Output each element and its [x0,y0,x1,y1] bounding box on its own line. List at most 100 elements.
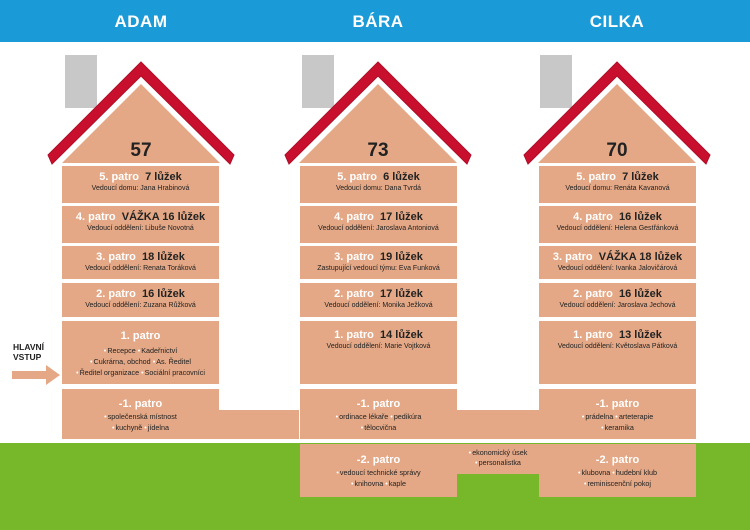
roof-adam [47,55,235,165]
building-name-cilka: CILKA [589,12,645,31]
bara-floor-2: 2. patro 17 lůžek Vedoucí oddělení: Moni… [300,283,457,317]
facility-item: hudební klub [612,468,657,477]
bara-floor-minus-1: -1. patro ordinace lékařepedikúra tělocv… [300,389,457,439]
floor-manager: Vedoucí oddělení: Jaroslava Antoniová [318,225,439,232]
facility-item: Ředitel organizace [76,368,139,377]
floor-beds: 16 lůžek [142,288,185,300]
floor-label: 1. patro [573,329,613,341]
floor-label: 2. patro [334,288,374,300]
facility-item: ordinace lékaře [336,412,389,421]
facility-item: knihovna [351,479,383,488]
cilka-floor-2: 2. patro 16 lůžek Vedoucí oddělení: Jaro… [539,283,696,317]
roofs [47,55,711,165]
floor-manager: Vedoucí oddělení: Libuše Novotná [87,225,194,232]
bara-floor-1: 1. patro 14 lůžek Vedoucí oddělení: Mari… [300,321,457,384]
cilka-floor-4: 4. patro 16 lůžek Vedoucí oddělení: Hele… [539,206,696,243]
entrance-arrow-icon [12,365,60,385]
floor-label: 4. patro [75,211,116,223]
facility-item: ekonomický úsek [469,448,528,457]
floor-beds: 18 lůžek [142,251,185,263]
floor-beds: 13 lůžek [619,329,662,341]
floor-manager: Vedoucí domu: Jana Hrabinová [91,185,190,192]
floor-label: -1. patro [118,398,163,410]
floor-beds: 17 lůžek [380,211,423,223]
floor-manager: Vedoucí domu: Dana Tvrdá [335,185,422,192]
floor-beds: 6 lůžek [383,171,420,183]
adam-floor-2: 2. patro 16 lůžek Vedoucí oddělení: Zuza… [62,283,219,317]
facility-item: prádelna [582,412,614,421]
facility-list: klubovnahudební klub reminiscenční pokoj [539,467,696,489]
connector-adam-bara [219,410,299,439]
adam-floor-3: 3. patro 18 lůžek Vedoucí oddělení: Rena… [62,246,219,279]
floor-manager: Vedoucí oddělení: Renata Toráková [85,265,196,272]
facility-item: As. Ředitel [153,357,191,366]
facility-item: keramika [601,423,634,432]
facility-item: personalistka [475,458,521,467]
bara-floor-5: 5. patro 6 lůžek Vedoucí domu: Dana Tvrd… [300,166,457,203]
floor-beds: 7 lůžek [145,171,182,183]
bara-floor-4: 4. patro 17 lůžek Vedoucí oddělení: Jaro… [300,206,457,243]
chimney-bara [302,55,334,108]
roof-bara [284,55,472,165]
floor-label: 5. patro [576,171,616,183]
facility-item: reminiscenční pokoj [584,479,651,488]
floor-beds: VÁŽKA 16 lůžek [121,211,206,223]
chimney-cilka [540,55,572,108]
floor-label: 1. patro [334,329,374,341]
total-beds-bara: 73 [367,140,389,161]
cilka-floor-3: 3. patro VÁŽKA 18 lůžek Vedoucí oddělení… [539,246,696,279]
facility-item: jídelna [144,423,169,432]
main-entrance-label: HLAVNÍ VSTUP [13,342,44,362]
facility-list: vedoucí technické správy knihovnakaple [300,467,457,489]
floor-manager: Vedoucí oddělení: Zuzana Růžková [85,302,196,309]
floor-label: -2. patro [356,454,401,466]
adam-floor-minus-1: -1. patro společenská místnost kuchynějí… [62,389,219,439]
facility-item: klubovna [578,468,610,477]
cilka-floor-5: 5. patro 7 lůžek Vedoucí domu: Renáta Ka… [539,166,696,203]
cilka-floor-minus-2: -2. patro klubovnahudební klub reminisce… [539,444,696,497]
cilka-floor-minus-1: -1. patro prádelnaarteterapie keramika [539,389,696,439]
floor-manager: Vedoucí oddělení: Marie Vojtková [326,343,431,350]
entrance-line-1: HLAVNÍ [13,342,45,352]
floor-beds: 16 lůžek [619,288,662,300]
floor-label: 4. patro [334,211,374,223]
floor-label: -1. patro [356,398,401,410]
floor-label: 1. patro [120,330,161,342]
floor-manager: Vedoucí oddělení: Jaroslava Jechová [559,302,676,309]
floor-manager: Vedoucí domu: Renáta Kavanová [565,185,670,192]
facility-item: kaple [385,479,406,488]
facility-item: společenská místnost [104,412,177,421]
facility-list: společenská místnost kuchynějídelna [62,411,219,433]
floor-beds: 7 lůžek [622,171,659,183]
floor-label: 5. patro [337,171,377,183]
floor-label: 5. patro [99,171,139,183]
floor-beds: 16 lůžek [619,211,662,223]
floor-label: 2. patro [573,288,613,300]
facility-item: vedoucí technické správy [336,468,420,477]
floor-beds: 17 lůžek [380,288,423,300]
floor-manager: Vedoucí oddělení: Ivanka Jalovičárová [557,265,678,272]
chimney-adam [65,55,97,108]
floor-label: 3. patro [552,251,593,263]
entrance-line-2: VSTUP [13,352,42,362]
facility-list: RecepceKadeřnictví Cukrárna, obchodAs. Ř… [62,345,219,378]
floor-label: 3. patro [96,251,136,263]
floor-manager: Vedoucí oddělení: Monika Ježková [324,302,433,309]
facility-item: Recepce [104,346,136,355]
facility-list: ekonomický úsek personalistka [457,448,539,468]
facility-item: tělocvična [361,423,397,432]
adam-floor-1: 1. patro RecepceKadeřnictví Cukrárna, ob… [62,321,219,384]
facility-item: Kadeřnictví [138,346,178,355]
adam-floor-4: 4. patro VÁŽKA 16 lůžek Vedoucí oddělení… [62,206,219,243]
floor-beds: VÁŽKA 18 lůžek [598,251,683,263]
connector-bara-cilka [457,410,539,439]
floor-beds: 14 lůžek [380,329,423,341]
admin-link-box: ekonomický úsek personalistka [457,444,539,474]
facility-list: prádelnaarteterapie keramika [539,411,696,433]
total-beds-cilka: 70 [606,140,628,161]
facility-item: kuchyně [112,423,142,432]
title-bar [0,0,750,42]
roof-cilka [523,55,711,165]
floor-manager: Vedoucí oddělení: Helena Gestřánková [556,225,679,232]
floor-label: 2. patro [96,288,136,300]
